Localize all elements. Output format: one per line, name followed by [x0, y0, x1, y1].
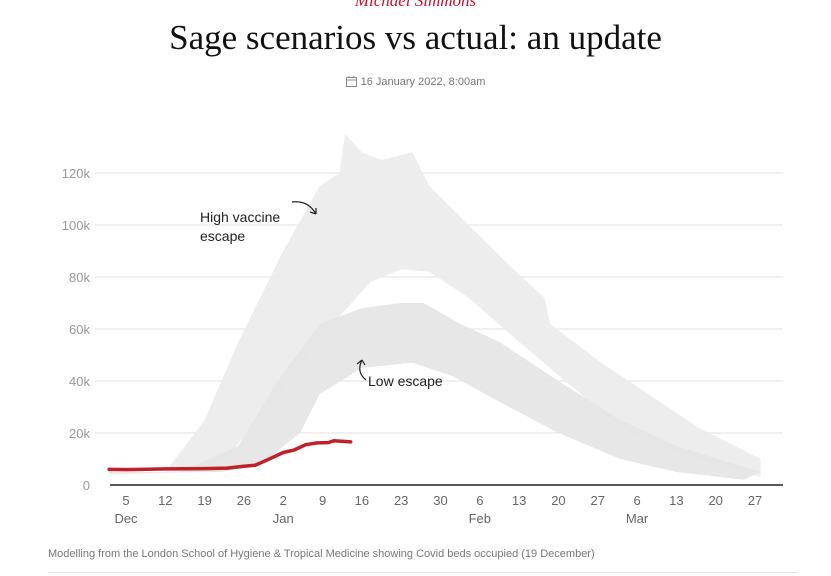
x-tick-label: 13 [669, 493, 683, 508]
x-tick-label: 13 [512, 493, 526, 508]
x-tick-label: 26 [237, 493, 251, 508]
publish-date: 16 January 2022, 8:00am [0, 76, 831, 88]
x-tick-label: 2 [280, 493, 287, 508]
annotation-high-2: escape [200, 228, 245, 244]
x-tick-label: 9 [319, 493, 326, 508]
band-high-vaccine-escape [109, 134, 761, 478]
month-label: Jan [273, 511, 294, 526]
month-label: Feb [469, 511, 491, 526]
divider [48, 572, 798, 573]
month-label: Mar [626, 511, 649, 526]
arrow-icon [291, 201, 317, 215]
calendar-icon [345, 76, 357, 87]
x-tick-label: 27 [591, 493, 605, 508]
y-tick-label: 60k [69, 322, 90, 337]
month-label: Dec [114, 511, 138, 526]
y-tick-label: 80k [69, 270, 90, 285]
y-tick-label: 120k [62, 166, 91, 181]
x-tick-label: 20 [708, 493, 722, 508]
x-tick-label: 23 [394, 493, 408, 508]
date-text: 16 January 2022, 8:00am [360, 76, 486, 88]
actual-line [107, 439, 353, 472]
x-tick-label: 5 [122, 493, 129, 508]
page-title: Sage scenarios vs actual: an update [169, 18, 662, 57]
x-tick-label: 19 [197, 493, 211, 508]
chart-caption: Modelling from the London School of Hygi… [48, 548, 595, 560]
annotation-low: Low escape [368, 373, 443, 389]
x-tick-label: 16 [355, 493, 369, 508]
x-tick-label: 27 [748, 493, 762, 508]
y-tick-label: 20k [69, 426, 90, 441]
arrow-icon [356, 359, 367, 381]
annotation-high: High vaccine [200, 209, 280, 225]
x-tick-label: 20 [551, 493, 565, 508]
x-tick-label: 30 [433, 493, 447, 508]
y-tick-label: 0 [83, 478, 90, 493]
x-tick-label: 6 [633, 493, 640, 508]
x-tick-label: 12 [158, 493, 172, 508]
x-tick-label: 6 [476, 493, 483, 508]
y-tick-label: 40k [69, 374, 90, 389]
author[interactable]: Michael Simmons [354, 0, 477, 10]
y-tick-label: 100k [62, 218, 91, 233]
band-low-escape [109, 303, 761, 480]
